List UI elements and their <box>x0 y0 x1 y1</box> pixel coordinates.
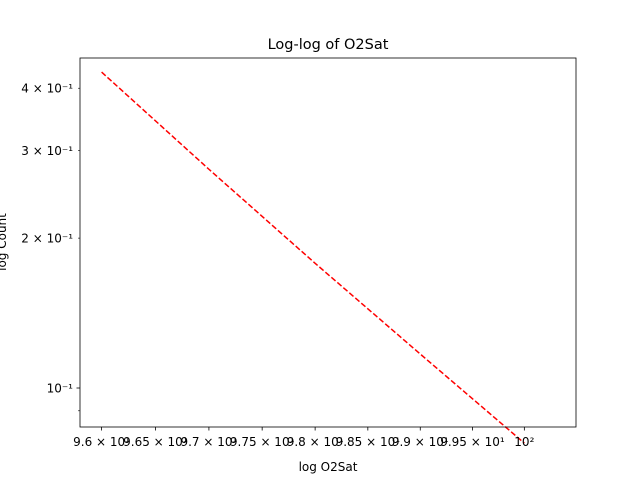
y-tick-label: 3 × 10⁻¹ <box>21 144 73 158</box>
plot-area <box>101 71 525 444</box>
x-tick-label: 10² <box>514 435 534 449</box>
x-tick-label: 9.75 × 10¹ <box>230 435 295 449</box>
x-tick-label: 9.7 × 10¹ <box>180 435 237 449</box>
x-tick-label: 9.9 × 10¹ <box>392 435 449 449</box>
x-tick-label: 9.6 × 10¹ <box>73 435 130 449</box>
y-tick-label: 4 × 10⁻¹ <box>21 82 73 96</box>
x-axis-title: log O2Sat <box>299 460 358 474</box>
y-axis-title: log Count <box>0 213 9 271</box>
y-axis: 10⁻¹ 2 × 10⁻¹ 3 × 10⁻¹ 4 × 10⁻¹ <box>21 82 80 412</box>
x-tick-label: 9.8 × 10¹ <box>287 435 344 449</box>
x-tick-label: 9.65 × 10¹ <box>123 435 188 449</box>
y-tick-label: 10⁻¹ <box>47 382 74 396</box>
x-tick-label: 9.85 × 10¹ <box>336 435 401 449</box>
y-tick-label: 2 × 10⁻¹ <box>21 232 73 246</box>
axes-frame <box>79 57 577 428</box>
x-tick-label: 9.95 × 10¹ <box>440 435 505 449</box>
series-line-0 <box>101 71 525 444</box>
chart-title: Log-log of O2Sat <box>268 37 389 53</box>
